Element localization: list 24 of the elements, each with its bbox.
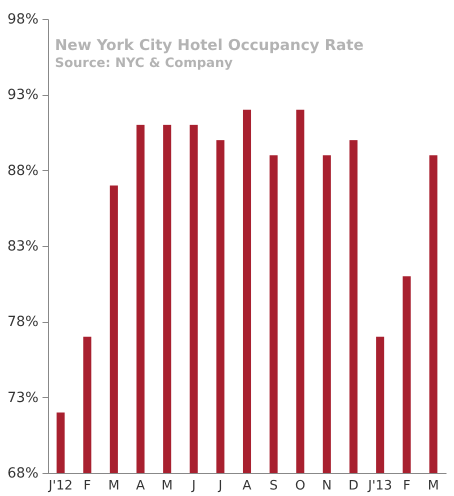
x-tick-label: J'12 bbox=[48, 478, 73, 494]
x-tick-label: M bbox=[108, 478, 120, 494]
x-tick-label: O bbox=[295, 478, 306, 494]
x-tick-label: S bbox=[269, 478, 278, 494]
y-tick-label: 88% bbox=[7, 162, 38, 179]
y-tick-label: 93% bbox=[7, 87, 38, 104]
x-tick-label: F bbox=[402, 478, 410, 494]
y-tick-label: 83% bbox=[7, 238, 38, 254]
x-tick-label: A bbox=[136, 478, 146, 494]
x-tick-label: N bbox=[322, 478, 332, 494]
x-tick-label: J bbox=[217, 478, 222, 494]
y-tick-label: 73% bbox=[7, 390, 38, 406]
y-tick-label: 98% bbox=[7, 12, 38, 28]
y-tick-label: 78% bbox=[7, 314, 38, 330]
y-tick-label: 68% bbox=[7, 466, 38, 482]
x-tick-label: D bbox=[348, 478, 358, 494]
x-tick-label: M bbox=[428, 478, 439, 494]
text: New York City Hotel Occupancy Rate bbox=[54, 36, 364, 54]
x-tick-label: J bbox=[190, 478, 196, 494]
text: Source: NYC & Company bbox=[54, 56, 234, 71]
x-tick-label: A bbox=[242, 478, 252, 494]
x-tick-label: F bbox=[84, 478, 92, 494]
x-tick-label: M bbox=[162, 478, 173, 494]
x-tick-label: J'13 bbox=[367, 478, 392, 494]
